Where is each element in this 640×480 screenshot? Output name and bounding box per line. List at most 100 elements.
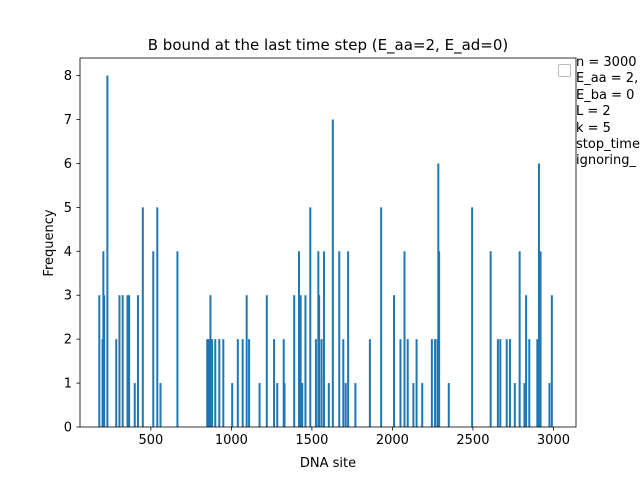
bar (525, 295, 528, 427)
bar (342, 339, 345, 427)
x-axis-label: DNA site (300, 456, 356, 471)
bar (331, 119, 334, 427)
bar (499, 339, 502, 427)
y-tick-label: 0 (64, 421, 72, 436)
bar (128, 295, 131, 427)
bar (115, 339, 118, 427)
bar (505, 339, 508, 427)
bar (207, 339, 210, 427)
bar (415, 339, 418, 427)
bar (403, 251, 406, 427)
bar (118, 295, 121, 427)
bars-group (98, 75, 553, 427)
bar (523, 383, 526, 427)
bar (513, 383, 516, 427)
bar (421, 383, 424, 427)
bar (301, 383, 304, 427)
legend-handle (558, 64, 571, 77)
bar (156, 207, 159, 427)
bar (327, 383, 330, 427)
bar (121, 295, 124, 427)
bar (273, 339, 276, 427)
bar (222, 339, 225, 427)
x-tick-label: 1000 (215, 433, 248, 448)
x-tick-label: 2000 (376, 433, 409, 448)
x-tick-label: 2500 (456, 433, 489, 448)
bar (380, 207, 383, 427)
bar (548, 383, 551, 427)
x-tick-label: 1500 (295, 433, 328, 448)
legend-entry: L = 2 (576, 104, 611, 120)
bar (283, 383, 286, 427)
y-tick-label: 2 (64, 333, 72, 348)
bar (322, 251, 325, 427)
bar (471, 207, 474, 427)
bar (354, 383, 357, 427)
bar (550, 295, 553, 427)
bar (276, 383, 279, 427)
bar (206, 339, 209, 427)
bar (103, 295, 106, 427)
bar (318, 295, 321, 427)
bar (299, 295, 302, 427)
bar (236, 339, 239, 427)
bar (218, 339, 221, 427)
y-axis-label: Frequency (42, 209, 57, 276)
bar (293, 295, 296, 427)
y-tick-label: 1 (64, 377, 72, 392)
bar (133, 383, 136, 427)
legend-entry: E_aa = 2, (576, 71, 639, 87)
legend-entry: k = 5 (576, 120, 611, 136)
bar (508, 339, 511, 427)
y-tick-label: 5 (64, 201, 72, 216)
x-tick-label: 3000 (537, 433, 570, 448)
legend-entry: stop_time (576, 136, 640, 152)
bar (539, 251, 542, 427)
bar (106, 75, 109, 427)
y-tick-label: 8 (64, 69, 72, 84)
bar (231, 383, 234, 427)
bar (528, 339, 531, 427)
legend-entry: ignoring_ (576, 153, 637, 169)
bar (406, 339, 409, 427)
bar (489, 251, 492, 427)
chart-title: B bound at the last time step (E_aa=2, E… (148, 36, 509, 55)
bar (537, 163, 540, 427)
y-tick-label: 4 (64, 245, 72, 260)
bar (430, 339, 433, 427)
bar (265, 295, 268, 427)
bar (496, 339, 499, 427)
x-tick-label: 500 (138, 433, 163, 448)
bar (241, 339, 244, 427)
y-tick-label: 6 (64, 157, 72, 172)
bar (309, 207, 312, 427)
legend-entry: n = 3000 (576, 55, 637, 70)
bar (338, 251, 341, 427)
bar (245, 295, 248, 427)
bar (314, 339, 317, 427)
bar (258, 383, 261, 427)
plot-frame (79, 57, 577, 428)
bar (320, 339, 323, 427)
bar (344, 383, 347, 427)
bar (434, 339, 437, 427)
bar (152, 251, 155, 427)
bar (298, 251, 301, 427)
bar (248, 339, 251, 427)
bar (98, 295, 101, 427)
bar (211, 339, 214, 427)
bar (347, 251, 350, 427)
bar (214, 339, 217, 427)
bar (368, 339, 371, 427)
bar (399, 339, 402, 427)
bar (518, 251, 521, 427)
bar (412, 383, 415, 427)
bar (536, 339, 539, 427)
bar (126, 295, 129, 427)
bar (176, 251, 179, 427)
bar (136, 295, 139, 427)
bar (209, 295, 212, 427)
legend-entry: E_ba = 0 (576, 87, 635, 103)
